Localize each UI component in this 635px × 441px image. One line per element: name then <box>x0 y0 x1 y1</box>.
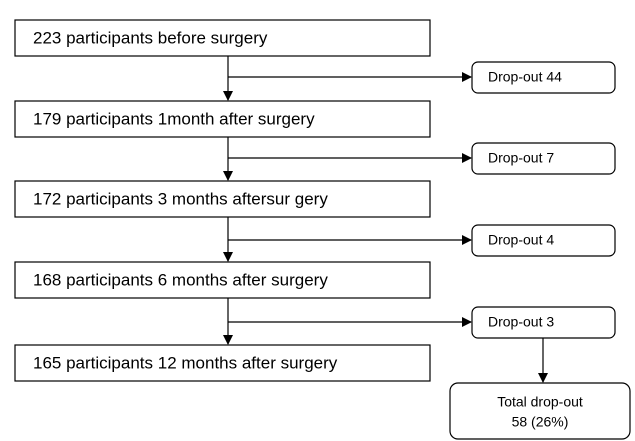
stage-box <box>14 261 431 299</box>
total-box <box>449 382 631 440</box>
dropout-box <box>471 224 616 257</box>
stage-label: 165 participants 12 months after surgery <box>33 353 338 372</box>
stage-box <box>14 180 431 218</box>
stage-label: 168 participants 6 months after surgery <box>33 270 328 289</box>
stage-box <box>14 19 431 57</box>
dropout-label: Drop-out 44 <box>488 69 562 85</box>
stage-label: 179 participants 1month after surgery <box>33 109 315 128</box>
stage-label: 172 participants 3 months aftersur gery <box>33 189 328 208</box>
dropout-box <box>471 142 616 175</box>
stage-box <box>14 344 431 382</box>
dropout-label: Drop-out 3 <box>488 314 554 330</box>
stage-box <box>14 100 431 138</box>
total-label: Total drop-out <box>497 394 583 410</box>
total-value: 58 (26%) <box>512 414 569 430</box>
stage-label: 223 participants before surgery <box>33 28 268 47</box>
dropout-label: Drop-out 7 <box>488 150 554 166</box>
dropout-label: Drop-out 4 <box>488 232 554 248</box>
dropout-box <box>471 61 616 94</box>
